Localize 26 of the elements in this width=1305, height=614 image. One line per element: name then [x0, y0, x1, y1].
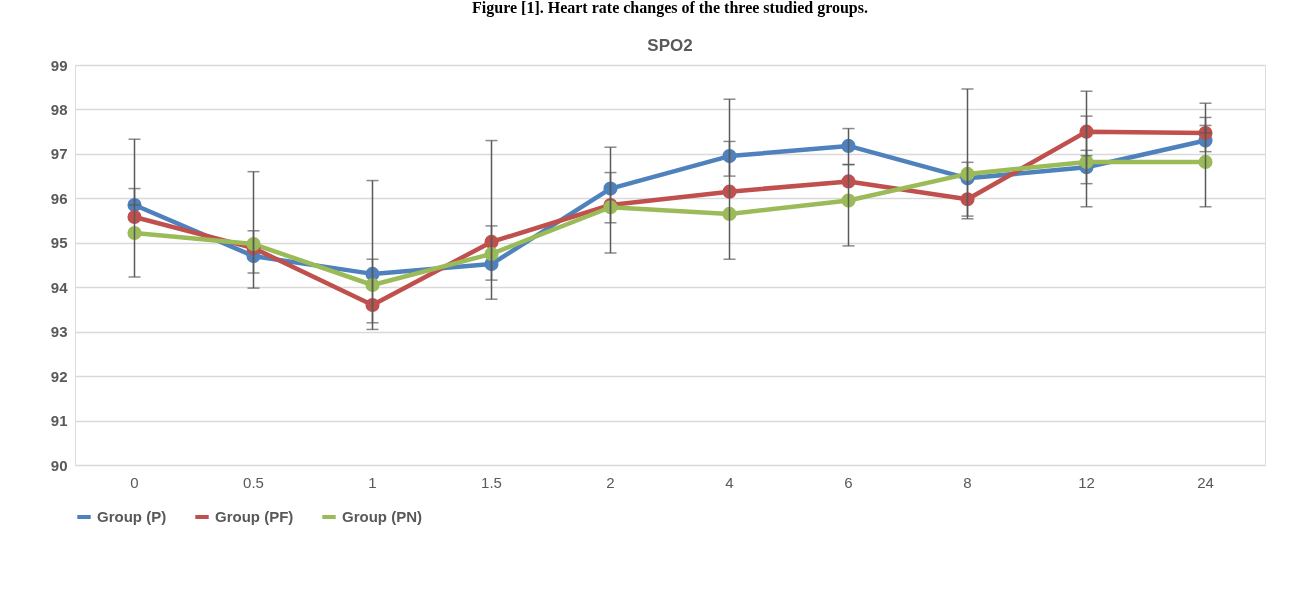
legend-label: Group (P): [97, 508, 167, 525]
y-tick-label: 98: [50, 100, 68, 118]
x-tick-label: 24: [1197, 473, 1214, 491]
x-tick-label: 0: [130, 473, 139, 491]
x-tick-label: 1.5: [481, 473, 502, 491]
y-tick-label: 94: [50, 278, 69, 296]
x-tick-label: 0.5: [243, 473, 264, 491]
legend-label: Group (PF): [215, 508, 294, 525]
x-tick-label: 1: [368, 473, 377, 491]
y-tick-label: 93: [50, 323, 68, 341]
chart-title: Figure [1]. Heart rate changes of the three studied groups.: [472, 0, 868, 17]
x-tick-label: 12: [1078, 473, 1095, 491]
legend-label: Group (PN): [342, 508, 422, 525]
chart-subtitle: SPO2: [647, 36, 693, 55]
x-tick-label: 2: [606, 473, 615, 491]
y-tick-label: 99: [50, 56, 68, 74]
y-tick-label: 92: [50, 367, 68, 385]
y-tick-label: 96: [50, 189, 68, 207]
point: [484, 246, 499, 261]
y-tick-label: 90: [50, 456, 68, 474]
x-tick-label: 6: [844, 473, 853, 491]
y-tick-label: 91: [50, 412, 68, 430]
y-tick-label: 97: [50, 145, 68, 163]
x-tick-label: 8: [963, 473, 972, 491]
y-tick-label: 95: [50, 234, 68, 252]
x-tick-label: 4: [725, 473, 734, 491]
